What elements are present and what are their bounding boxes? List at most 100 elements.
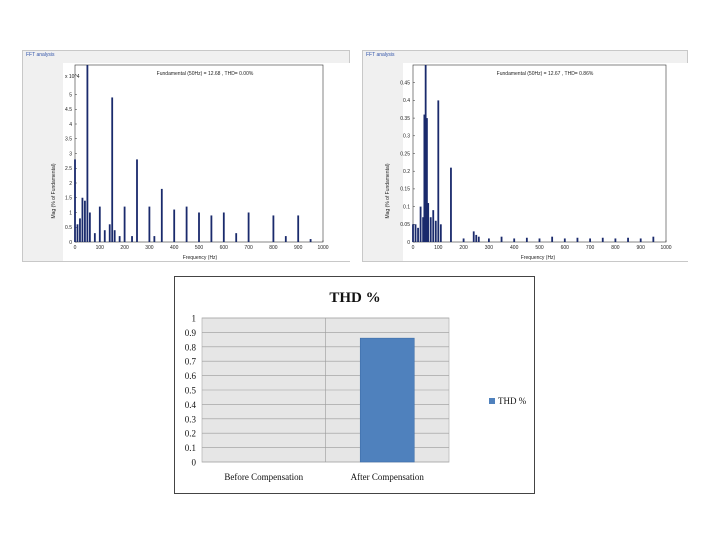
fft-ylabel: Mag (% of Fundamental) <box>51 163 57 218</box>
y-tick-label: 0.45 <box>400 81 410 87</box>
x-tick-label: 200 <box>120 245 129 251</box>
spectrum-bar <box>103 230 106 242</box>
y-tick-label: 0.7 <box>185 357 197 367</box>
x-tick-label: 1000 <box>317 245 328 251</box>
spectrum-bar <box>417 227 419 242</box>
spectrum-bar <box>627 237 629 242</box>
y-tick-label: 0.4 <box>403 98 410 104</box>
spectrum-bar <box>429 217 432 242</box>
spectrum-bar <box>475 234 478 242</box>
spectrum-bar <box>426 118 428 242</box>
chart-title: THD % <box>329 290 380 306</box>
fft-analysis-panel-2: FFT analysis Fundamental (50Hz) = 12.67 … <box>362 50 688 262</box>
x-tick-label: 200 <box>459 245 468 251</box>
spectrum-bar <box>424 65 427 242</box>
x-tick-label: 800 <box>611 245 620 251</box>
y-tick-label: 0.2 <box>403 169 410 175</box>
spectrum-bar <box>76 224 79 242</box>
y-tick-label: 0 <box>407 240 410 246</box>
y-tick-label: 5 <box>69 92 72 98</box>
fft-plot-area-bg <box>403 63 688 261</box>
x-tick-label: Before Compensation <box>224 472 303 482</box>
spectrum-bar <box>74 159 76 242</box>
x-tick-label: 300 <box>145 245 154 251</box>
spectrum-bar <box>86 65 89 242</box>
thd-bar-chart: THD % 0 0.1 0.2 0.3 0.4 0.5 0.6 0.7 0.8 0.9 1 Befor… <box>185 290 527 482</box>
x-tick-label: 300 <box>485 245 494 251</box>
y-tick-label: 3.5 <box>65 137 72 143</box>
spectrum-bar <box>601 237 604 242</box>
fft-xlabel: Frequency (Hz) <box>183 255 218 261</box>
y-tick-label: 1.5 <box>65 196 72 202</box>
y-tick-label: 0.6 <box>185 371 197 381</box>
spectrum-bar <box>500 236 503 242</box>
x-tick-label: 800 <box>269 245 278 251</box>
spectrum-bar <box>160 188 163 242</box>
x-tick-label: 100 <box>96 245 105 251</box>
spectrum-bar <box>108 224 111 242</box>
spectrum-bar <box>427 203 430 242</box>
fft-plot-area-bg <box>63 63 350 261</box>
spectrum-bar <box>437 100 440 243</box>
y-tick-label: 4.5 <box>65 107 72 113</box>
x-tick-label: 900 <box>637 245 646 251</box>
x-tick-label: 0 <box>74 245 77 251</box>
spectrum-bar <box>432 210 435 242</box>
fft-window-title: FFT analysis <box>366 52 395 58</box>
spectrum-bar <box>614 238 617 242</box>
x-tick-label: 600 <box>220 245 229 251</box>
spectrum-bar <box>136 159 138 242</box>
spectrum-bar <box>123 206 126 242</box>
spectrum-bar <box>111 97 114 242</box>
y-tick-label: 0.5 <box>185 386 197 396</box>
spectrum-bar <box>185 206 188 242</box>
spectrum-bar <box>284 236 287 242</box>
y-tick-label: 1 <box>69 210 72 216</box>
spectrum-bar <box>538 238 541 242</box>
y-tick-label: 0.8 <box>185 342 197 352</box>
spectrum-bar <box>81 197 84 242</box>
spectrum-bar <box>462 238 465 242</box>
fft-chart-2: Fundamental (50Hz) = 12.67 , THD= 0.86% … <box>385 63 688 261</box>
spectrum-bar <box>450 167 452 242</box>
spectrum-bar <box>513 238 516 242</box>
spectrum-bar <box>589 238 591 242</box>
fft-exponent-label: x 10^4 <box>65 74 80 80</box>
spectrum-bar <box>439 224 442 242</box>
x-tick-label: 700 <box>244 245 253 251</box>
spectrum-bar <box>488 238 490 242</box>
y-tick-label: 2.5 <box>65 166 72 172</box>
spectrum-bar <box>88 212 91 242</box>
y-tick-label: 0.1 <box>403 204 410 210</box>
spectrum-bar <box>247 212 250 242</box>
spectrum-bar <box>297 215 300 242</box>
y-tick-label: 0.3 <box>403 134 410 140</box>
spectrum-bar <box>153 236 156 242</box>
x-tick-label: 700 <box>586 245 595 251</box>
spectrum-bar <box>148 206 151 242</box>
spectrum-bar <box>118 236 121 242</box>
y-tick-label: 4 <box>69 122 72 128</box>
spectrum-bar <box>412 224 414 242</box>
x-tick-label: 400 <box>170 245 179 251</box>
spectrum-bar <box>235 233 238 242</box>
thd-chart-container: THD % 0 0.1 0.2 0.3 0.4 0.5 0.6 0.7 0.8 0.9 1 Befor… <box>174 276 535 494</box>
spectrum-bar <box>639 238 642 242</box>
fft-xlabel: Frequency (Hz) <box>521 255 556 261</box>
x-tick-label: 600 <box>561 245 570 251</box>
fft-analysis-panel-1: FFT analysis Fundamental (50Hz) = 12.68 … <box>22 50 350 262</box>
x-tick-label: After Compensation <box>351 472 425 482</box>
y-tick-label: 0.15 <box>400 187 410 193</box>
spectrum-bar <box>414 224 417 242</box>
y-tick-label: 1 <box>192 314 197 324</box>
x-tick-label: 1000 <box>660 245 671 251</box>
y-tick-label: 0 <box>192 458 197 468</box>
spectrum-bar <box>434 220 437 242</box>
spectrum-bar <box>419 206 422 242</box>
x-tick-label: 100 <box>434 245 443 251</box>
spectrum-bar <box>652 236 655 242</box>
fft-plot-title: Fundamental (50Hz) = 12.67 , THD= 0.86% <box>497 71 594 77</box>
spectrum-bar <box>423 114 426 242</box>
fft-plot-title: Fundamental (50Hz) = 12.68 , THD= 0.00% <box>157 71 254 77</box>
thd-bar <box>359 337 415 463</box>
